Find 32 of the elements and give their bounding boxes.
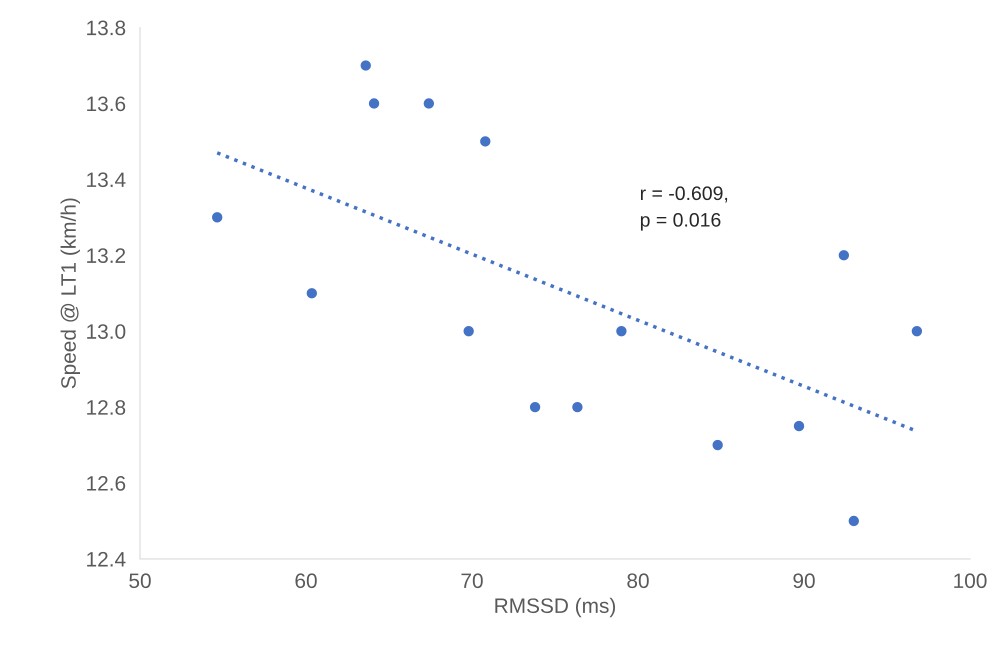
point <box>306 288 317 298</box>
y-tick-label: 12.4 <box>87 552 126 566</box>
point <box>616 326 627 336</box>
point <box>572 402 583 412</box>
y-tick-label: 13.8 <box>87 20 126 36</box>
x-tick-label: 100 <box>954 573 987 588</box>
point <box>848 516 859 526</box>
point <box>360 60 371 71</box>
y-tick-label: 13.0 <box>87 324 126 339</box>
x-tick-label: 80 <box>627 573 649 588</box>
point <box>464 326 474 336</box>
x-tick-label: 90 <box>793 573 815 588</box>
point <box>712 440 723 450</box>
y-tick-label: 13.4 <box>87 172 126 188</box>
x-tick-label: 50 <box>129 573 151 588</box>
point <box>424 98 434 109</box>
point <box>530 402 540 412</box>
annotation: r = -0.609, p = 0.016 <box>640 186 728 231</box>
y-tick-label: 13.2 <box>87 248 126 264</box>
point <box>480 136 490 147</box>
x-tick-label: 60 <box>295 573 317 588</box>
y-tick-label: 12.8 <box>87 400 126 415</box>
x-axis-title: RMSSD (ms) <box>495 598 616 618</box>
y-axis-title: Speed @ LT1 (km/h) <box>60 198 80 388</box>
point <box>212 212 222 222</box>
y-tick-label: 13.6 <box>87 96 126 112</box>
y-tick-label: 12.6 <box>87 476 126 491</box>
point <box>794 420 804 432</box>
point <box>912 326 922 336</box>
point <box>368 98 380 109</box>
point <box>838 250 849 260</box>
x-tick-label: 70 <box>461 573 483 588</box>
